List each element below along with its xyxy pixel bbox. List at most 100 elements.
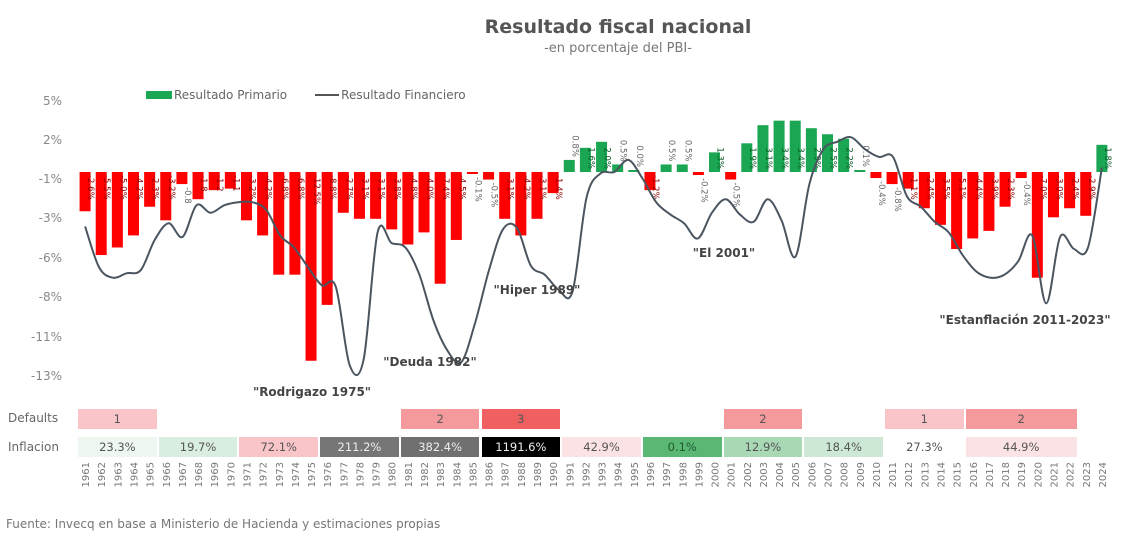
x-tick-label: 2017: [985, 462, 996, 487]
bar-1978: [353, 172, 365, 219]
x-tick-label: 1998: [678, 462, 689, 487]
bar-2008: [838, 138, 850, 172]
bar-2001: [725, 172, 737, 180]
bar-label-2011: -0.8%: [892, 187, 902, 212]
bar-1982: [418, 172, 430, 233]
bar-label-1979: -3.1%: [376, 175, 386, 200]
bar-2018: [999, 172, 1011, 207]
bar-label-2013: -2.4%: [924, 175, 934, 200]
bar-2002: [741, 143, 753, 172]
x-tick-label: 1974: [291, 462, 302, 487]
bar-label-1974: -6.8%: [295, 175, 305, 200]
x-tick-label: 2018: [1001, 462, 1012, 487]
legend-swatch-financiero: [315, 94, 340, 96]
x-tick-label: 1963: [113, 462, 124, 487]
bar-label-1963: -5.0%: [117, 175, 127, 200]
defaults-row-label: Defaults: [8, 411, 59, 425]
inflation-cell-1986-1990: 1191.6%: [481, 437, 561, 457]
bar-1993: [596, 141, 608, 172]
defaults-cell-2016-2022: 2: [965, 409, 1077, 429]
defaults-cell-1981-1985: 2: [400, 409, 480, 429]
x-tick-label: 1981: [404, 462, 415, 487]
bar-label-1962: -5.5%: [101, 175, 111, 200]
bar-1961: [79, 172, 91, 212]
y-tick-label: -8%: [39, 290, 62, 304]
x-tick-label: 1995: [630, 462, 641, 487]
bar-1984: [450, 172, 462, 240]
x-tick-label: 1994: [614, 462, 625, 487]
bar-2003: [757, 125, 769, 172]
bar-2023: [1080, 172, 1092, 216]
bar-label-1972: -4.2%: [263, 175, 273, 200]
bar-1999: [692, 172, 704, 176]
bar-1979: [370, 172, 382, 219]
bar-label-1977: -2.7%: [343, 175, 353, 200]
x-tick-label: 1982: [420, 462, 431, 487]
x-tick-label: 1983: [436, 462, 447, 487]
y-tick-label: 5%: [43, 94, 62, 108]
annotation-3: "El 2001": [693, 246, 755, 260]
bar-2016: [967, 172, 979, 239]
bar-label-1987: -3.1%: [505, 175, 515, 200]
inflation-cell-2006-2010: 18.4%: [804, 437, 883, 457]
bar-label-1996: -1.2%: [650, 175, 660, 200]
bar-1975: [305, 172, 317, 361]
inflation-cell-1961-1965: 23.3%: [78, 437, 157, 457]
bar-2006: [805, 128, 817, 172]
chart-subtitle: -en porcentaje del PBI-: [544, 41, 692, 56]
x-tick-label: 1973: [275, 462, 286, 487]
bar-1988: [515, 172, 527, 236]
bar-2022: [1064, 172, 1076, 209]
bar-2010: [870, 172, 882, 179]
bar-label-1964: -4.2%: [133, 175, 143, 200]
x-tick-label: 1988: [517, 462, 528, 487]
inflation-cell-1966-1970: 19.7%: [158, 437, 238, 457]
bar-label-2016: -4.4%: [973, 175, 983, 200]
x-tick-label: 2010: [872, 462, 883, 487]
bar-2019: [1015, 172, 1027, 179]
annotation-2: "Hiper 1989": [494, 283, 581, 297]
bar-label-1990: -1.4%: [553, 175, 563, 200]
legend-label-primario: Resultado Primario: [174, 88, 288, 102]
bar-label-1975: -12.5%: [311, 175, 321, 205]
bar-label-1978: -3.1%: [359, 175, 369, 200]
x-tick-label: 1989: [533, 462, 544, 487]
bar-label-1973: -6.8%: [279, 175, 289, 200]
inflation-cell-1991-1995: 42.9%: [562, 437, 641, 457]
x-tick-label: 2016: [969, 462, 980, 487]
bar-label-2018: -2.3%: [1005, 175, 1015, 200]
bar-label-1968: -1.8: [198, 175, 208, 192]
bar-1980: [386, 172, 398, 230]
x-tick-label: 1977: [339, 462, 350, 487]
x-tick-label: 2005: [791, 462, 802, 487]
bar-label-1980: -3.8%: [392, 175, 402, 200]
inflation-cell-2016-2022: 44.9%: [965, 437, 1077, 457]
inflation-cell-1976-1980: 211.2%: [320, 437, 399, 457]
inflation-row-label: Inflacion: [8, 440, 59, 454]
x-tick-label: 1991: [565, 462, 576, 487]
bar-2017: [983, 172, 995, 231]
bar-label-2003: 3.1%: [763, 147, 773, 169]
source-note: Fuente: Invecq en base a Ministerio de H…: [6, 517, 441, 531]
x-tick-label: 2008: [840, 462, 851, 487]
bar-2012: [902, 172, 914, 189]
bar-label-1981: -4.8%: [408, 175, 418, 200]
x-tick-label: 1978: [355, 462, 366, 487]
bar-2013: [918, 172, 930, 209]
x-tick-label: 1964: [129, 462, 140, 487]
bar-label-1984: -4.5%: [456, 175, 466, 200]
bar-2005: [789, 120, 801, 172]
bar-label-1967: -0.8: [182, 187, 192, 204]
bar-1991: [563, 159, 575, 172]
x-tick-label: 2000: [711, 462, 722, 487]
x-tick-label: 2001: [727, 462, 738, 487]
x-tick-label: 2007: [824, 462, 835, 487]
bar-1996: [644, 172, 656, 191]
x-tick-label: 1986: [485, 462, 496, 487]
bar-1983: [434, 172, 446, 284]
y-tick-label: -11%: [31, 330, 62, 344]
bar-label-1991: 0.8%: [569, 135, 579, 157]
bar-1986: [483, 172, 495, 180]
bar-1989: [531, 172, 543, 219]
